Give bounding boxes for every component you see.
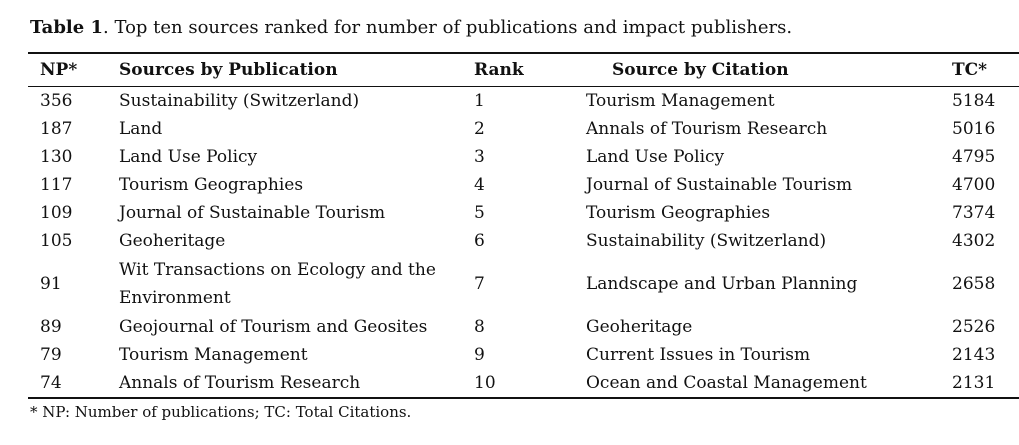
- cell-np: 117: [40, 175, 73, 195]
- cell-tc: 7374: [952, 203, 996, 223]
- cell-tc: 2143: [952, 345, 996, 365]
- table-row: 187 Land 2 Annals of Tourism Research 50…: [28, 115, 1019, 143]
- cell-source-citation: Ocean and Coastal Management: [586, 369, 952, 399]
- cell-source-publication: Journal of Sustainable Tourism: [119, 203, 386, 223]
- cell-tc: 4700: [952, 175, 996, 195]
- header-tc: TC*: [952, 52, 1019, 87]
- cell-np: 109: [40, 203, 73, 223]
- cell-np: 91: [40, 274, 62, 294]
- header-source-by-citation: Source by Citation: [586, 52, 952, 87]
- cell-rank: 2: [474, 119, 485, 139]
- cell-np: 74: [28, 369, 119, 399]
- table-row: 105 Geoheritage 6 Sustainability (Switze…: [28, 227, 1019, 255]
- cell-tc: 4302: [952, 231, 996, 251]
- cell-source-citation: Tourism Management: [586, 91, 775, 111]
- table-row: 89 Geojournal of Tourism and Geosites 8 …: [28, 313, 1019, 341]
- cell-np: 105: [40, 231, 73, 251]
- cell-rank: 3: [474, 147, 485, 167]
- table-caption: Table 1. Top ten sources ranked for numb…: [30, 14, 792, 42]
- cell-source-publication: Geojournal of Tourism and Geosites: [119, 317, 428, 337]
- cell-tc: 2526: [952, 317, 996, 337]
- cell-np: 187: [40, 119, 73, 139]
- cell-rank: 4: [474, 175, 485, 195]
- sources-table-container: NP* Sources by Publication Rank Source b…: [28, 52, 1019, 399]
- cell-tc: 2131: [952, 369, 1019, 399]
- cell-rank: 6: [474, 231, 485, 251]
- sources-table: NP* Sources by Publication Rank Source b…: [28, 52, 1019, 399]
- cell-rank: 10: [474, 369, 586, 399]
- table-caption-text: . Top ten sources ranked for number of p…: [103, 17, 793, 38]
- table-row: 79 Tourism Management 9 Current Issues i…: [28, 341, 1019, 369]
- cell-source-publication: Annals of Tourism Research: [119, 369, 474, 399]
- cell-rank: 5: [474, 203, 485, 223]
- cell-source-citation: Current Issues in Tourism: [586, 345, 811, 365]
- cell-tc: 5184: [952, 91, 996, 111]
- cell-source-publication: Wit Transactions on Ecology and the Envi…: [119, 260, 436, 308]
- table-row: 117 Tourism Geographies 4 Journal of Sus…: [28, 171, 1019, 199]
- cell-source-publication: Sustainability (Switzerland): [119, 91, 360, 111]
- cell-source-publication: Land Use Policy: [119, 147, 258, 167]
- table-header-row: NP* Sources by Publication Rank Source b…: [28, 52, 1019, 87]
- cell-source-publication: Land: [119, 119, 163, 139]
- cell-source-citation: Sustainability (Switzerland): [586, 231, 827, 251]
- table-caption-label: Table 1: [30, 17, 104, 38]
- cell-np: 130: [40, 147, 73, 167]
- cell-source-citation: Journal of Sustainable Tourism: [586, 175, 853, 195]
- header-np: NP*: [28, 52, 119, 87]
- header-sources-by-publication: Sources by Publication: [119, 52, 474, 87]
- table-footnote: * NP: Number of publications; TC: Total …: [30, 403, 412, 421]
- table-row: 130 Land Use Policy 3 Land Use Policy 47…: [28, 143, 1019, 171]
- table-row: 91 Wit Transactions on Ecology and the E…: [28, 255, 1019, 313]
- table-row: 356 Sustainability (Switzerland) 1 Touri…: [28, 87, 1019, 116]
- cell-tc: 2658: [952, 274, 996, 294]
- table-row: 109 Journal of Sustainable Tourism 5 Tou…: [28, 199, 1019, 227]
- cell-tc: 4795: [952, 147, 996, 167]
- cell-tc: 5016: [952, 119, 996, 139]
- cell-source-citation: Geoheritage: [586, 317, 693, 337]
- table-body: 356 Sustainability (Switzerland) 1 Touri…: [28, 87, 1019, 399]
- cell-np: 89: [40, 317, 62, 337]
- table-row: 74 Annals of Tourism Research 10 Ocean a…: [28, 369, 1019, 399]
- cell-source-citation: Landscape and Urban Planning: [586, 274, 858, 294]
- cell-source-citation: Land Use Policy: [586, 147, 725, 167]
- cell-source-publication: Tourism Management: [119, 345, 308, 365]
- cell-source-citation: Tourism Geographies: [586, 203, 771, 223]
- cell-rank: 1: [474, 91, 485, 111]
- cell-np: 79: [40, 345, 62, 365]
- header-rank: Rank: [474, 52, 586, 87]
- cell-rank: 9: [474, 345, 485, 365]
- cell-source-citation: Annals of Tourism Research: [586, 119, 828, 139]
- cell-source-publication: Geoheritage: [119, 231, 226, 251]
- cell-np: 356: [40, 91, 73, 111]
- cell-rank: 7: [474, 274, 485, 294]
- cell-source-publication: Tourism Geographies: [119, 175, 304, 195]
- cell-rank: 8: [474, 317, 485, 337]
